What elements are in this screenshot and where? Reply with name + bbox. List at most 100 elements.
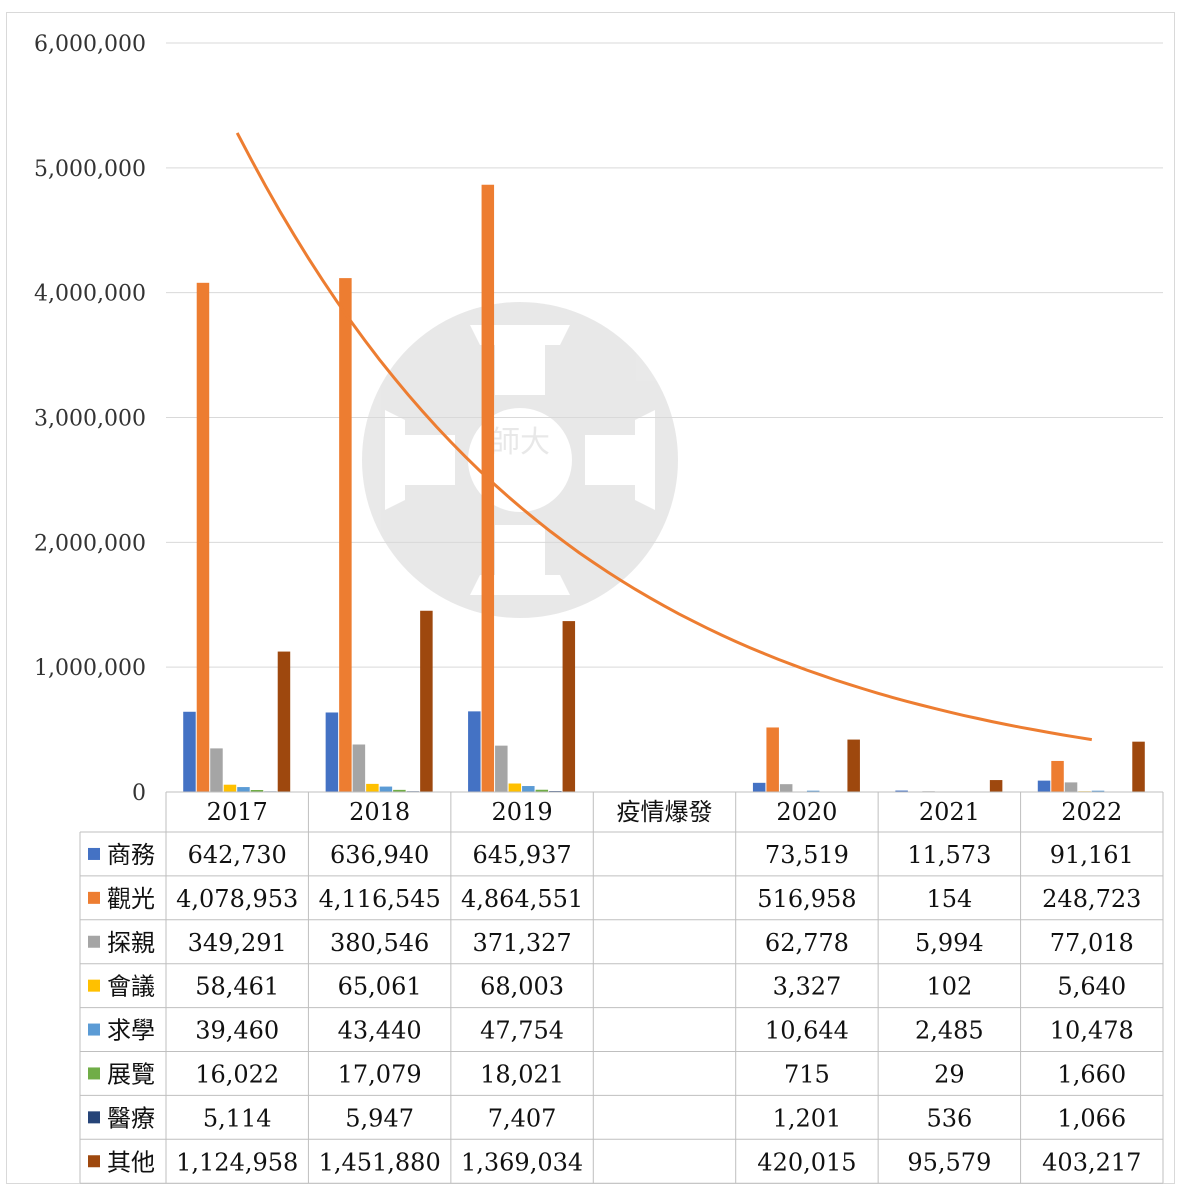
legend-swatch — [88, 1155, 100, 1168]
legend-swatch — [88, 1067, 100, 1080]
bar — [468, 711, 481, 792]
table-cell-value: 10,478 — [1050, 1017, 1134, 1045]
bar — [277, 651, 291, 792]
watermark-text: 師大 — [490, 425, 550, 460]
bar — [210, 748, 223, 792]
bar — [379, 786, 393, 792]
table-cell-value: 73,519 — [765, 841, 849, 869]
bar — [1064, 782, 1078, 792]
table-cell-value: 5,994 — [915, 929, 984, 957]
table-cell-value: 1,066 — [1057, 1104, 1126, 1132]
series-label: 求學 — [107, 1017, 155, 1045]
table-cell-value: 95,579 — [907, 1148, 991, 1176]
y-tick-label: 6,000,000 — [34, 32, 146, 57]
table-cell-value: 47,754 — [480, 1017, 564, 1045]
bar — [1051, 760, 1064, 792]
y-tick-label: 2,000,000 — [34, 531, 146, 556]
bar — [562, 621, 576, 792]
table-cell-value: 642,730 — [188, 841, 287, 869]
trendline — [235, 132, 1093, 742]
table-cell-value: 5,640 — [1057, 973, 1126, 1001]
table-cell-value: 77,018 — [1050, 929, 1134, 957]
bar — [989, 780, 1003, 792]
bars — [183, 184, 1145, 792]
table-cell-value: 91,161 — [1050, 841, 1134, 869]
table-cell-value: 371,327 — [472, 929, 571, 957]
table-cell-value: 715 — [784, 1060, 830, 1088]
legend-swatch — [88, 1023, 100, 1036]
table-cell-value: 5,947 — [345, 1104, 414, 1132]
series-label: 醫療 — [107, 1104, 155, 1132]
bar — [366, 783, 379, 792]
table-cell-value: 39,460 — [195, 1017, 279, 1045]
table-cell-value: 248,723 — [1042, 885, 1141, 913]
bar — [250, 789, 264, 792]
bar — [237, 787, 250, 792]
table-cell-value: 58,461 — [195, 973, 279, 1001]
bar — [508, 783, 522, 792]
table-cell-value: 3,327 — [773, 973, 842, 1001]
table-cell-value: 4,078,953 — [176, 885, 298, 913]
legend-swatch — [88, 891, 100, 904]
table-cell-value: 636,940 — [330, 841, 429, 869]
bar — [420, 610, 433, 792]
table-cell-value: 403,217 — [1042, 1148, 1141, 1176]
bar — [1132, 741, 1145, 792]
y-tick-label: 4,000,000 — [34, 282, 146, 307]
table-cell-value: 62,778 — [765, 929, 849, 957]
y-tick-label: 3,000,000 — [34, 407, 146, 432]
table-cell-value: 29 — [934, 1060, 965, 1088]
table-cell-value: 154 — [926, 885, 972, 913]
table-cell-value: 1,124,958 — [176, 1148, 298, 1176]
category-label: 2019 — [492, 798, 553, 826]
bar — [393, 789, 406, 792]
bar — [895, 790, 908, 792]
university-seal-watermark: 師大 — [362, 302, 678, 618]
table-cell-value: 349,291 — [188, 929, 287, 957]
table-cell-value: 1,451,880 — [319, 1148, 441, 1176]
table-cell-value: 645,937 — [472, 841, 571, 869]
bar — [779, 784, 793, 792]
category-label: 2017 — [207, 798, 268, 826]
legend-swatch — [88, 979, 100, 992]
category-label: 2022 — [1061, 798, 1122, 826]
data-table: 2017 2018 2019 疫情爆發 2020 2021 2022 商務 642,730 636… — [79, 791, 1164, 1184]
legend-swatch — [88, 847, 100, 860]
bar — [766, 727, 779, 792]
table-cell-value: 43,440 — [338, 1017, 422, 1045]
table-cell-value: 516,958 — [757, 885, 856, 913]
bar — [535, 789, 549, 792]
table-cell-value: 380,546 — [330, 929, 429, 957]
series-label: 探親 — [107, 929, 155, 957]
series-label: 商務 — [107, 841, 155, 869]
category-label: 2020 — [776, 798, 837, 826]
table-cell-value: 2,485 — [915, 1017, 984, 1045]
table-cell-value: 1,660 — [1057, 1060, 1126, 1088]
series-label: 其他 — [107, 1148, 155, 1176]
table-cell-value: 11,573 — [907, 841, 991, 869]
table-cell-value: 10,644 — [765, 1017, 849, 1045]
bar — [1091, 790, 1105, 792]
bar — [339, 278, 352, 792]
category-label: 2021 — [919, 798, 980, 826]
bar — [352, 744, 366, 792]
bar — [183, 711, 196, 792]
legend-swatch — [88, 935, 100, 948]
series-label: 觀光 — [107, 885, 155, 913]
table-cell-value: 1,369,034 — [461, 1148, 583, 1176]
bar — [806, 790, 820, 792]
series-label: 展覽 — [107, 1060, 155, 1088]
series-label: 會議 — [107, 973, 155, 1001]
bar — [196, 282, 210, 792]
table-cell-value: 18,021 — [480, 1060, 564, 1088]
table-cell-value: 420,015 — [757, 1148, 856, 1176]
table-cell-value: 102 — [926, 973, 972, 1001]
table-cell-value: 4,116,545 — [319, 885, 441, 913]
y-tick-label: 0 — [132, 781, 146, 806]
category-label: 2018 — [349, 798, 410, 826]
y-tick-label: 5,000,000 — [34, 157, 146, 182]
bar — [223, 784, 237, 792]
table-cell-value: 68,003 — [480, 973, 564, 1001]
bar — [1037, 780, 1051, 792]
